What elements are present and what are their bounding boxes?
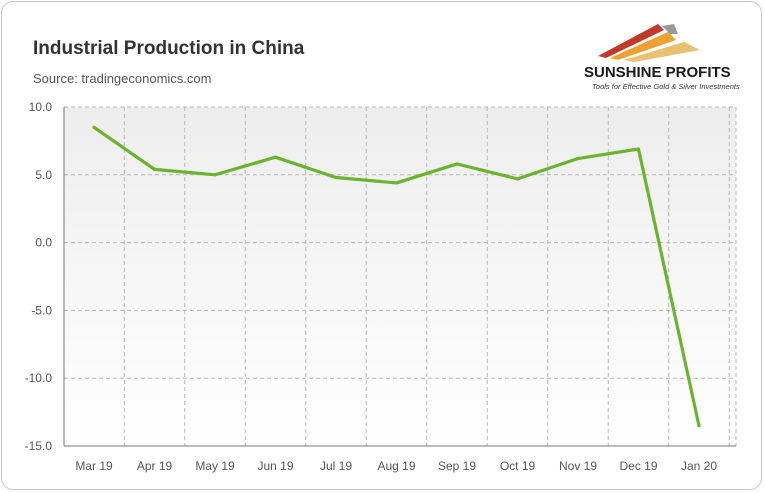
y-tick-label: 5.0 — [35, 168, 52, 182]
data-point — [455, 162, 459, 166]
x-tick-label: Aug 19 — [377, 459, 415, 473]
data-point — [636, 147, 641, 151]
logo-swoosh-gold — [624, 42, 700, 62]
x-tick-label: Jun 19 — [257, 459, 293, 473]
data-point — [576, 156, 580, 161]
brand-tagline: Tools for Effective Gold & Silver Invest… — [592, 82, 740, 91]
logo-swoosh-red — [598, 24, 664, 58]
data-point — [697, 424, 701, 428]
data-point — [213, 173, 217, 177]
data-point — [334, 175, 338, 180]
logo-swoosh-orange — [610, 32, 676, 60]
y-tick-labels: 10.0 5.0 0.0 -5.0 -10.0 -15.0 — [25, 100, 53, 453]
data-point — [92, 125, 96, 129]
grid-lines — [64, 106, 737, 446]
logo-swoosh-grey — [662, 24, 678, 34]
x-tick-label: May 19 — [195, 459, 235, 473]
brand-name: SUNSHINE PROFITS — [584, 64, 731, 81]
data-point — [152, 167, 157, 171]
data-point — [273, 155, 278, 159]
x-tick-labels: Mar 19 Apr 19 May 19 Jun 19 Jul 19 Aug 19 Sep … — [75, 459, 717, 473]
y-tick-label: 10.0 — [29, 100, 53, 114]
chart-title: Industrial Production in China — [33, 38, 305, 59]
y-tick-label: -5.0 — [31, 303, 52, 317]
x-tick-label: Oct 19 — [500, 459, 536, 473]
chart-source: Source: tradingeconomics.com — [33, 71, 212, 86]
data-points — [92, 125, 701, 428]
plot-area — [64, 107, 736, 446]
x-tick-label: Sep 19 — [438, 459, 476, 473]
data-point — [515, 177, 520, 181]
x-tick-label: Apr 19 — [137, 459, 173, 473]
y-tick-label: -10.0 — [25, 371, 53, 385]
x-tick-label: Mar 19 — [75, 459, 113, 473]
x-tick-label: Nov 19 — [559, 459, 597, 473]
y-tick-label: -15.0 — [25, 439, 53, 453]
data-point — [394, 181, 399, 185]
sunshine-profits-logo-icon — [598, 24, 700, 62]
x-tick-label: Jul 19 — [320, 459, 352, 473]
x-tick-label: Dec 19 — [619, 459, 657, 473]
x-tick-label: Jan 20 — [681, 459, 717, 473]
y-tick-label: 0.0 — [35, 236, 52, 250]
